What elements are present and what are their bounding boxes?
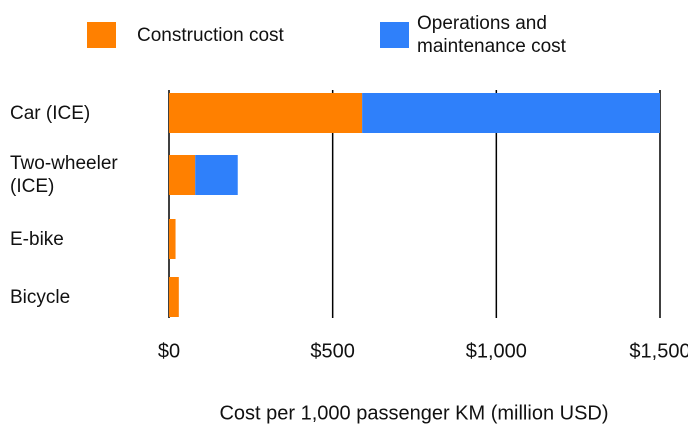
y-tick-label-box: E-bike	[10, 228, 64, 250]
y-tick-label-box: Bicycle	[10, 286, 71, 308]
y-tick-label-box: Two-wheeler (ICE)	[10, 153, 118, 197]
y-tick-label-box: Car (ICE)	[10, 102, 91, 124]
legend-label-box: Construction cost	[137, 24, 284, 46]
x-axis-label: Cost per 1,000 passenger KM (million USD…	[219, 402, 608, 424]
bar-segment	[169, 277, 179, 317]
legend-label: Construction cost	[137, 24, 284, 46]
bar-segment	[195, 155, 238, 195]
y-tick-label: E-bike	[10, 228, 64, 250]
legend-swatch	[87, 22, 116, 48]
legend-swatch	[380, 22, 409, 48]
x-tick-label: $500	[310, 340, 355, 362]
bar-segment	[362, 93, 660, 133]
x-tick-label: $1,500	[629, 340, 688, 362]
y-tick-label: Bicycle	[10, 286, 71, 308]
legend-label-box: Operations and maintenance cost	[417, 13, 566, 57]
x-tick-label: $1,000	[466, 340, 527, 362]
y-tick-label: Two-wheeler (ICE)	[10, 153, 118, 197]
legend-label: Operations and maintenance cost	[417, 13, 566, 57]
bar-segment	[169, 155, 196, 195]
y-tick-label: Car (ICE)	[10, 102, 91, 124]
bar-segment	[169, 93, 363, 133]
x-tick-label: $0	[158, 340, 180, 362]
bar-segment	[169, 219, 176, 259]
